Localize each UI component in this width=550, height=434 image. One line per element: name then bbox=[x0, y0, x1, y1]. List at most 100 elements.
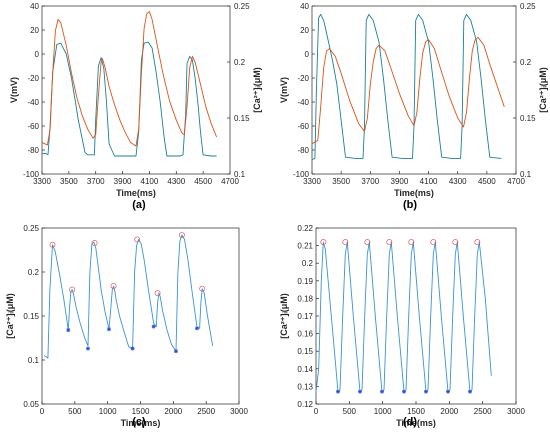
trough-marker-stroke bbox=[130, 346, 135, 351]
plot-frame bbox=[41, 227, 240, 405]
trough-marker-stroke bbox=[358, 389, 362, 394]
peak-marker bbox=[320, 239, 327, 246]
y-tick-label: 0 bbox=[305, 50, 310, 59]
panel-d: 0 500 1000 1500 2000 2500 3000 0.12 0.13 0.14 0.15… bbox=[279, 224, 525, 428]
x-tick-label: 2000 bbox=[164, 407, 182, 416]
trough-marker-stroke bbox=[174, 349, 178, 353]
trough-marker bbox=[358, 389, 362, 394]
trough-marker bbox=[336, 389, 340, 394]
x-tick-label: 4300 bbox=[449, 177, 467, 186]
plot-frame bbox=[311, 5, 517, 175]
y-tick-label: 40 bbox=[30, 2, 39, 11]
y-tick-label: -60 bbox=[297, 122, 309, 131]
x-tick-label: 0 bbox=[314, 407, 319, 416]
y-tick-label: 0.16 bbox=[297, 330, 313, 339]
x-tick-label: 3900 bbox=[114, 177, 132, 186]
y-tick-label: -100 bbox=[293, 170, 310, 179]
panel-caption: (d) bbox=[403, 416, 417, 428]
trough-marker bbox=[173, 349, 178, 354]
trough-marker bbox=[380, 389, 384, 394]
calcium-series-line bbox=[315, 241, 492, 393]
peak-marker bbox=[49, 241, 56, 248]
x-tick-label: 4500 bbox=[478, 177, 496, 186]
y2-tick-label: 0.2 bbox=[234, 58, 246, 67]
calcium-series-line bbox=[43, 234, 214, 359]
x-tick-label: 0 bbox=[40, 407, 45, 416]
x-tick-label: 1500 bbox=[132, 407, 150, 416]
y-tick-label: 0.21 bbox=[297, 242, 313, 251]
x-tick-label: 4700 bbox=[507, 177, 525, 186]
y2-tick-label: 0.15 bbox=[234, 114, 250, 123]
y2-tick-label: 0.2 bbox=[520, 58, 532, 67]
panel-caption: (c) bbox=[132, 416, 146, 428]
panel-caption: (b) bbox=[403, 199, 417, 211]
x-tick-label: 500 bbox=[68, 407, 82, 416]
y-axis-label: V(mV) bbox=[279, 77, 289, 103]
y-tick-label: 0.22 bbox=[297, 224, 313, 233]
y-tick-label: 0.18 bbox=[297, 294, 313, 303]
trough-marker bbox=[446, 389, 450, 394]
x-tick-label: 1000 bbox=[99, 407, 117, 416]
y-tick-label: 40 bbox=[300, 2, 309, 11]
y-tick-label: 0.15 bbox=[23, 312, 39, 321]
x-tick-label: 4300 bbox=[167, 177, 185, 186]
y-tick-label: -20 bbox=[27, 74, 39, 83]
x-axis-label: Time(ms) bbox=[396, 418, 436, 428]
trough-marker bbox=[424, 389, 428, 394]
trough-marker bbox=[106, 327, 111, 332]
panel-c: 0 500 1000 1500 2000 2500 3000 0.05 0.1 0.15 0.2 0.… bbox=[5, 224, 248, 428]
trough-marker bbox=[151, 324, 156, 329]
y2-tick-label: 0.25 bbox=[234, 2, 250, 11]
y-tick-label: -80 bbox=[27, 146, 39, 155]
x-tick-label: 4500 bbox=[194, 177, 212, 186]
trough-marker-stroke bbox=[446, 389, 450, 394]
x-tick-label: 3000 bbox=[507, 407, 525, 416]
peak-marker bbox=[91, 240, 98, 246]
y-tick-label: 0.17 bbox=[297, 312, 313, 321]
trough-marker-stroke bbox=[380, 389, 384, 394]
x-tick-label: 2500 bbox=[474, 407, 492, 416]
trough-marker-stroke bbox=[86, 346, 90, 351]
y2-axis-label: [Ca²⁺]ᵢ(μM) bbox=[538, 67, 548, 113]
y-tick-label: 0 bbox=[35, 50, 40, 59]
x-tick-label: 4100 bbox=[420, 177, 438, 186]
peak-marker bbox=[154, 290, 161, 297]
y2-tick-label: 0.1 bbox=[520, 170, 532, 179]
peak-marker bbox=[110, 283, 117, 290]
y2-tick-label: 0.15 bbox=[520, 114, 536, 123]
trough-marker-stroke bbox=[151, 324, 156, 329]
trough-marker-stroke bbox=[424, 389, 428, 394]
x-tick-label: 3300 bbox=[33, 177, 51, 186]
x-tick-label: 3300 bbox=[303, 177, 321, 186]
voltage-series-line bbox=[42, 41, 217, 157]
peak-marker bbox=[452, 239, 459, 246]
y-tick-label: 20 bbox=[300, 26, 309, 35]
x-tick-label: 4100 bbox=[141, 177, 159, 186]
y2-tick-label: 0.25 bbox=[520, 2, 536, 11]
y-tick-label: 0.2 bbox=[28, 268, 40, 277]
x-tick-label: 2500 bbox=[197, 407, 215, 416]
trough-marker-stroke bbox=[66, 328, 71, 332]
x-tick-label: 4700 bbox=[221, 177, 239, 186]
y2-tick-label: 0.1 bbox=[234, 170, 246, 179]
x-tick-label: 3500 bbox=[60, 177, 78, 186]
x-tick-label: 3000 bbox=[230, 407, 248, 416]
y-axis-label: [Ca²⁺]ᵢ(μM) bbox=[279, 293, 289, 339]
panel-a: 3300 3500 3700 3900 4100 4300 4500 4700 -100 -80 -… bbox=[9, 2, 262, 211]
trough-marker bbox=[66, 328, 71, 333]
x-axis-label: Time(ms) bbox=[394, 188, 434, 198]
peak-marker bbox=[474, 239, 481, 246]
y-tick-label: 0.05 bbox=[23, 400, 39, 409]
y-tick-label: -40 bbox=[297, 98, 309, 107]
y2-axis-label: [Ca²⁺]ᵢ(μM) bbox=[252, 67, 262, 113]
trough-marker-stroke bbox=[402, 389, 406, 394]
y-tick-label: 20 bbox=[30, 26, 39, 35]
trough-marker bbox=[130, 346, 135, 351]
y-tick-label: -40 bbox=[27, 98, 39, 107]
peak-marker bbox=[342, 239, 349, 246]
trough-marker bbox=[85, 346, 90, 351]
y-tick-label: -100 bbox=[23, 170, 40, 179]
y-tick-label: -20 bbox=[297, 74, 309, 83]
panel-caption: (a) bbox=[132, 199, 146, 211]
peak-marker bbox=[430, 239, 437, 246]
